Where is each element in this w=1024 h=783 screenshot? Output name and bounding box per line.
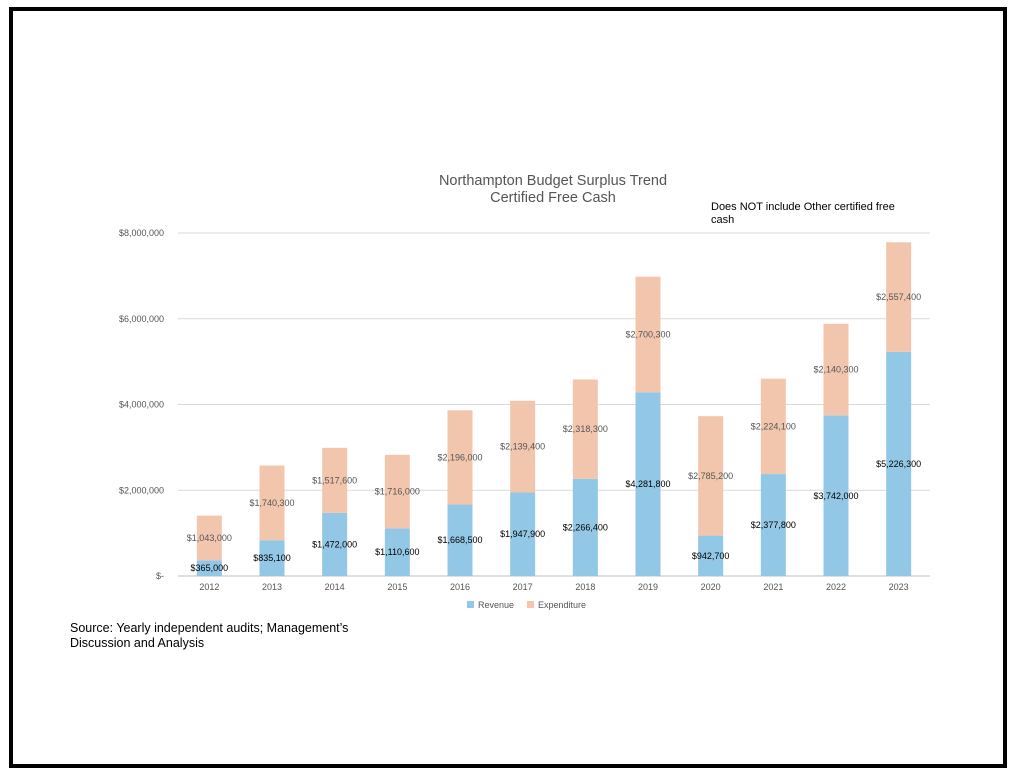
x-tick-label: 2018 [575,582,595,592]
x-tick-label: 2023 [889,582,909,592]
x-tick-label: 2014 [325,582,345,592]
data-label-revenue: $1,668,500 [437,535,482,545]
data-label-expenditure: $2,140,300 [813,365,858,375]
data-label-revenue: $835,100 [253,553,291,563]
data-label-revenue: $365,000 [191,563,229,573]
y-tick-label: $6,000,000 [119,314,164,324]
data-label-revenue: $3,742,000 [813,491,858,501]
data-label-expenditure: $1,716,000 [375,487,420,497]
x-tick-label: 2021 [763,582,783,592]
y-tick-label: $2,000,000 [119,485,164,495]
data-label-expenditure: $2,557,400 [876,292,921,302]
data-label-expenditure: $2,139,400 [500,442,545,452]
data-label-revenue: $4,281,800 [625,479,670,489]
chart-title: Northampton Budget Surplus Trend [439,173,667,189]
data-label-expenditure: $1,740,300 [249,498,294,508]
x-tick-label: 2017 [513,582,533,592]
data-label-expenditure: $2,785,200 [688,471,733,481]
chart: Northampton Budget Surplus TrendCertifie… [0,0,1024,783]
data-label-revenue: $1,110,600 [375,547,419,557]
legend-swatch-expenditure [527,601,534,608]
chart-annotation: Does NOT include Other certified free cas… [711,201,895,226]
legend-swatch-revenue [467,601,474,608]
data-label-revenue: $1,947,900 [500,529,545,539]
y-tick-label: $8,000,000 [119,228,164,238]
data-label-revenue: $5,226,300 [876,459,921,469]
data-label-revenue: $942,700 [692,551,730,561]
x-tick-label: 2020 [701,582,721,592]
x-tick-label: 2013 [262,582,282,592]
data-label-revenue: $1,472,000 [312,539,357,549]
data-label-expenditure: $1,043,000 [187,533,232,543]
x-tick-label: 2019 [638,582,658,592]
x-tick-label: 2022 [826,582,846,592]
legend-label-revenue: Revenue [478,600,514,610]
y-tick-label: $4,000,000 [119,400,164,410]
x-tick-label: 2012 [199,582,219,592]
data-label-expenditure: $1,517,600 [312,475,357,485]
data-label-expenditure: $2,318,300 [563,424,608,434]
data-label-expenditure: $2,196,000 [437,452,482,462]
y-tick-label: $- [156,571,164,581]
source-note: Source: Yearly independent audits; Manag… [70,621,390,651]
chart-subtitle: Certified Free Cash [490,190,616,206]
x-tick-label: 2015 [387,582,407,592]
legend-label-expenditure: Expenditure [538,600,586,610]
data-label-revenue: $2,266,400 [563,522,608,532]
data-label-expenditure: $2,700,300 [625,330,670,340]
data-label-revenue: $2,377,800 [751,520,796,530]
data-label-expenditure: $2,224,100 [751,421,796,431]
x-tick-label: 2016 [450,582,470,592]
